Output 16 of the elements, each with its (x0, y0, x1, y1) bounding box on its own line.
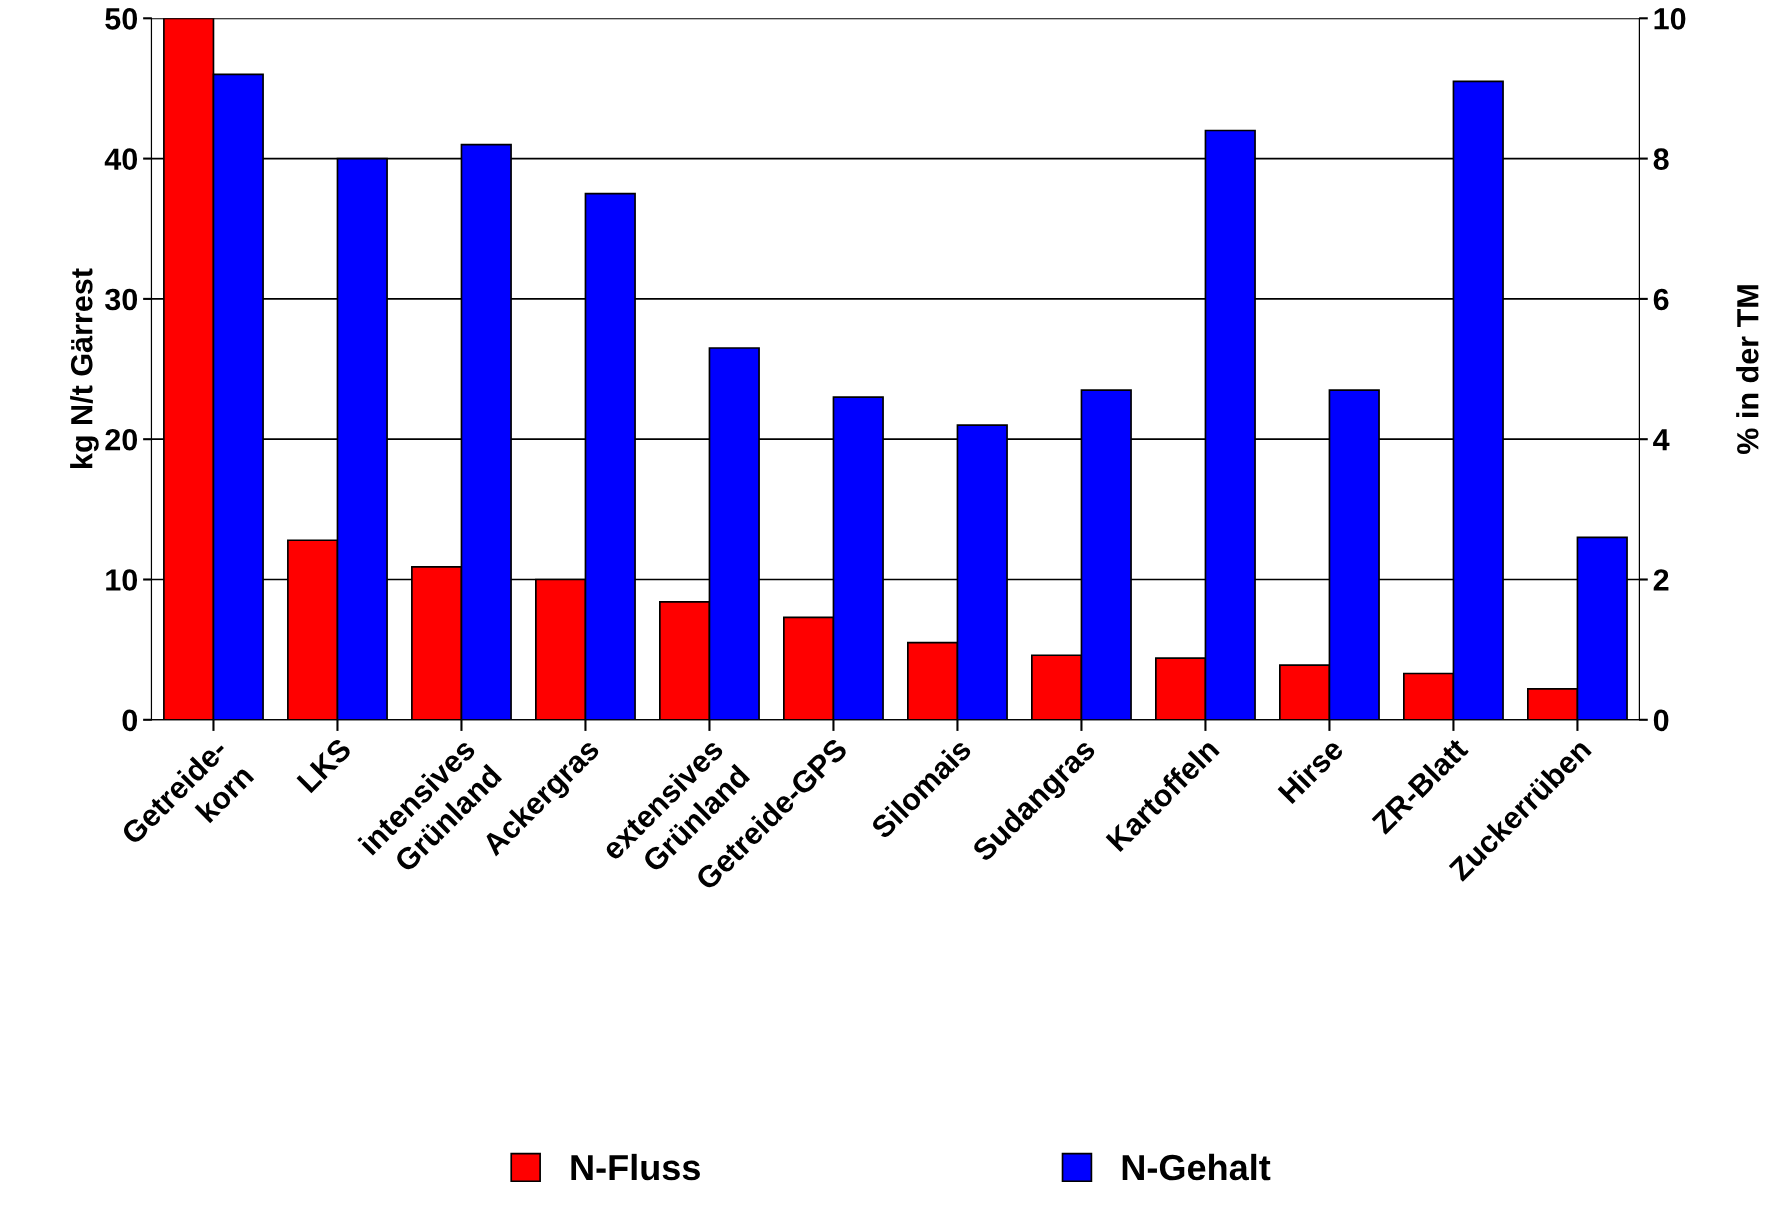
y-tick-label: 40 (104, 148, 138, 170)
y-axis-title: kg N/t Gärrest (70, 268, 99, 468)
y2-tick-label: 4 (1653, 429, 1670, 451)
y2-tick-label: 0 (1653, 709, 1669, 732)
y2-tick-label: 2 (1653, 569, 1669, 591)
y2-tick-label: 10 (1654, 8, 1686, 30)
y-tick-label: 30 (104, 288, 138, 311)
y2-axis-title: % in der TM (1736, 285, 1759, 455)
y-tick-label: 50 (105, 8, 138, 30)
legend-label: N-Gehalt (1122, 1153, 1271, 1181)
y-tick-label: 10 (106, 569, 138, 591)
legend-label: N-Fluss (571, 1153, 700, 1181)
y-tick-label: 20 (105, 428, 138, 451)
y2-tick-label: 6 (1653, 288, 1669, 311)
y2-tick-label: 8 (1653, 148, 1669, 170)
y-tick-label: 0 (122, 709, 138, 732)
